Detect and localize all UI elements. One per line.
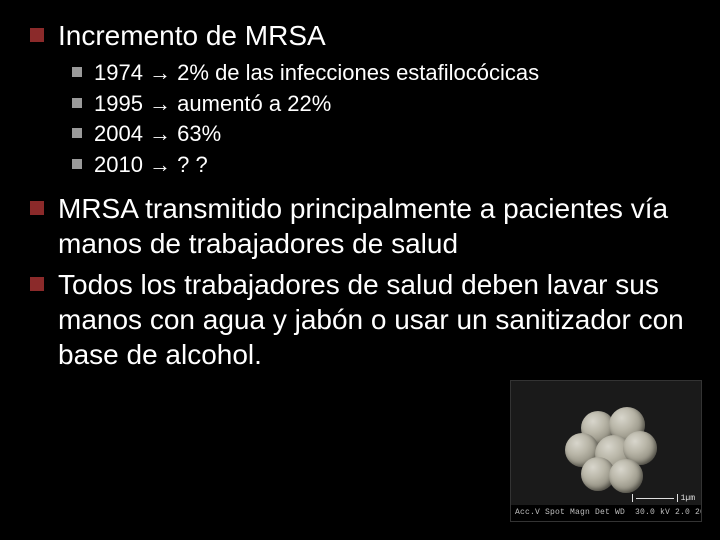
sub-text: 1995 → aumentó a 22% [94, 90, 331, 119]
sub-text: 2010 → ? ? [94, 151, 208, 180]
sub-text: 1974 → 2% de las infecciones estafilocóc… [94, 59, 539, 88]
scale-bar: 1µm [632, 493, 695, 503]
square-bullet-icon [30, 28, 44, 42]
heading-incremento: Incremento de MRSA [58, 18, 326, 53]
bullet-row-transmision: MRSA transmitido principalmente a pacien… [30, 191, 690, 261]
sub-row-2004: 2004 → 63% [72, 120, 690, 149]
bullet-row-lavado: Todos los trabajadores de salud deben la… [30, 267, 690, 372]
micrograph-info-bar: Acc.V Spot Magn Det WD 30.0 kV 2.0 20000… [511, 505, 701, 521]
text-lavado: Todos los trabajadores de salud deben la… [58, 267, 690, 372]
scale-label: 1µm [681, 494, 695, 503]
cocci-cluster [551, 401, 661, 491]
square-bullet-icon [30, 277, 44, 291]
slide: Incremento de MRSA 1974 → 2% de las infe… [0, 0, 720, 540]
bullet-row-incremento: Incremento de MRSA [30, 18, 690, 53]
sub-row-1974: 1974 → 2% de las infecciones estafilocóc… [72, 59, 690, 88]
sub-row-1995: 1995 → aumentó a 22% [72, 90, 690, 119]
square-bullet-icon [72, 98, 82, 108]
coccus [609, 459, 643, 493]
square-bullet-icon [72, 159, 82, 169]
text-transmision: MRSA transmitido principalmente a pacien… [58, 191, 690, 261]
square-bullet-icon [30, 201, 44, 215]
sub-text: 2004 → 63% [94, 120, 221, 149]
square-bullet-icon [72, 67, 82, 77]
square-bullet-icon [72, 128, 82, 138]
sub-row-2010: 2010 → ? ? [72, 151, 690, 180]
sem-micrograph: 1µm Acc.V Spot Magn Det WD 30.0 kV 2.0 2… [510, 380, 702, 522]
info-left: Acc.V Spot Magn Det WD 30.0 kV 2.0 20000… [515, 505, 702, 521]
